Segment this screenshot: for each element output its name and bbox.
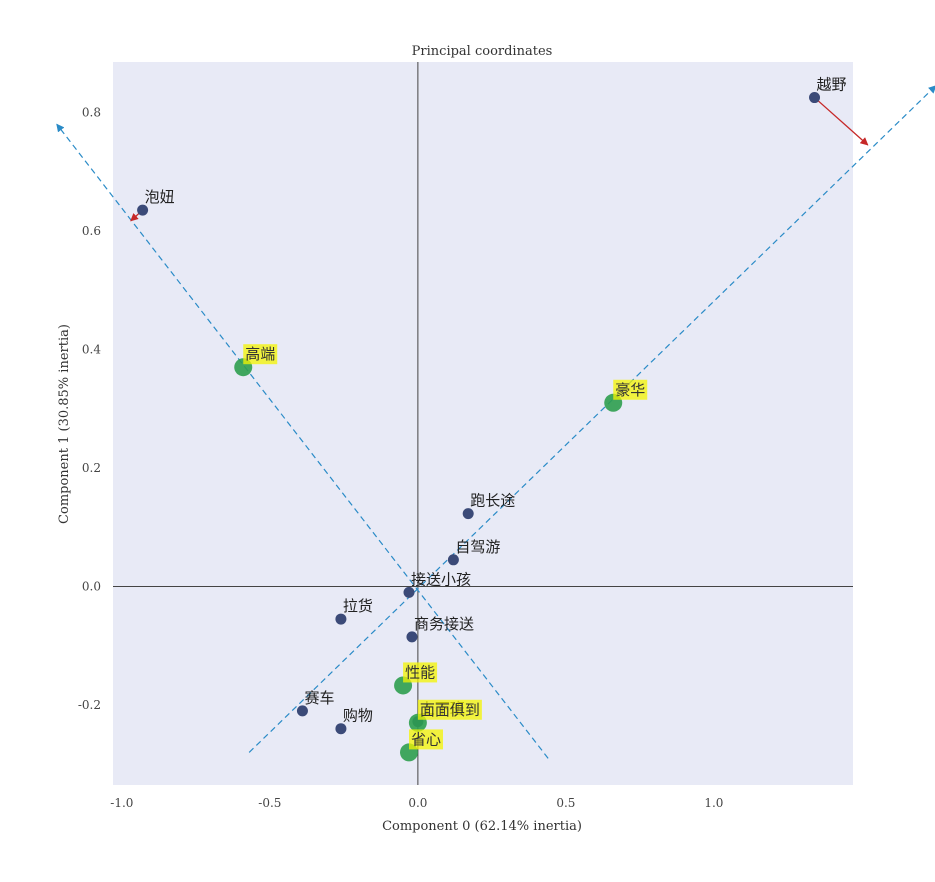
blue-point	[335, 723, 347, 735]
red-vector-arrow	[814, 97, 869, 146]
y-tick-label: 0.2	[82, 461, 101, 475]
plot-background	[113, 62, 853, 785]
blue-point	[447, 554, 459, 566]
green-point-label: 面面俱到	[420, 701, 480, 719]
y-axis-label: Component 1 (30.85% inertia)	[57, 324, 72, 524]
y-tick-label: 0.4	[82, 342, 101, 356]
blue-point-label: 跑长途	[470, 492, 515, 510]
y-tick-label: 0.0	[82, 579, 101, 593]
x-tick-label: 0.0	[408, 796, 427, 810]
x-tick-label: 0.5	[556, 796, 575, 810]
label-highlight	[409, 729, 443, 750]
blue-point	[809, 92, 821, 104]
blue-point-label: 接送小孩	[411, 570, 471, 588]
blue-point	[462, 508, 474, 520]
label-highlight	[403, 662, 438, 683]
y-tick-label: -0.2	[78, 698, 101, 712]
x-tick-label: 1.0	[704, 796, 723, 810]
blue-point-label: 赛车	[304, 689, 334, 707]
label-highlight	[243, 344, 278, 365]
x-axis-label: Component 0 (62.14% inertia)	[382, 819, 582, 834]
blue-point	[335, 613, 347, 625]
blue-point	[296, 705, 308, 717]
x-tick-label: -1.0	[110, 796, 133, 810]
green-point-label: 省心	[411, 730, 441, 748]
label-highlight	[417, 699, 482, 720]
y-tick-label: 0.6	[82, 224, 101, 238]
blue-point-label: 越野	[817, 76, 847, 94]
x-tick-label: -0.5	[258, 796, 281, 810]
green-point-label: 豪华	[615, 381, 645, 399]
green-point-label: 高端	[245, 345, 275, 363]
blue-point-label: 泡妞	[145, 188, 175, 206]
blue-point	[137, 204, 149, 216]
green-point-label: 性能	[405, 663, 435, 681]
y-tick-label: 0.8	[82, 105, 101, 119]
blue-point-label: 拉货	[343, 597, 373, 615]
label-highlight	[613, 379, 648, 400]
blue-point	[406, 631, 418, 643]
chart-title: Principal coordinates	[412, 44, 553, 59]
blue-point	[403, 586, 415, 598]
principal-axis-arrow	[56, 123, 549, 759]
blue-point-label: 购物	[343, 707, 373, 725]
blue-point-label: 商务接送	[414, 615, 474, 633]
blue-point-label: 自驾游	[455, 538, 500, 556]
